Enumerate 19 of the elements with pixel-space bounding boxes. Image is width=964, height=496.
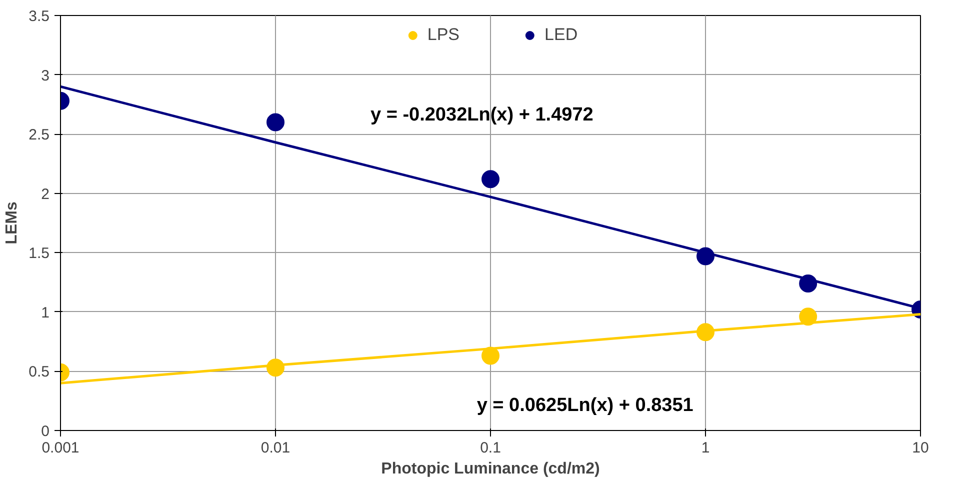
annotation: y = -0.2032Ln(x) + 1.4972 xyxy=(370,104,594,126)
y-tick-label: 1 xyxy=(41,304,50,322)
y-tick-label: 2.5 xyxy=(28,126,50,144)
y-tick-label: 0.5 xyxy=(28,364,50,381)
y-axis-title: LEMs xyxy=(4,202,21,244)
x-tick-label: 0.001 xyxy=(42,440,80,456)
x-tick-label: 0.1 xyxy=(480,440,501,456)
x-tick-label: 1 xyxy=(701,440,710,456)
x-axis-title: Photopic Luminance (cd/m2) xyxy=(381,460,600,478)
y-tick-label: 3.5 xyxy=(28,8,50,25)
x-tick-label: 10 xyxy=(912,440,929,456)
y-tick-label: 1.5 xyxy=(28,245,50,262)
y-tick-label: 0 xyxy=(41,423,50,440)
legend-label: LED xyxy=(544,25,578,45)
y-tick-label: 2 xyxy=(41,186,50,203)
y-tick-label: 3 xyxy=(41,67,50,84)
annotation: y = 0.0625Ln(x) + 0.8351 xyxy=(476,395,694,416)
x-tick-label: 0.01 xyxy=(260,440,290,456)
legend-label: LPS xyxy=(427,25,460,45)
